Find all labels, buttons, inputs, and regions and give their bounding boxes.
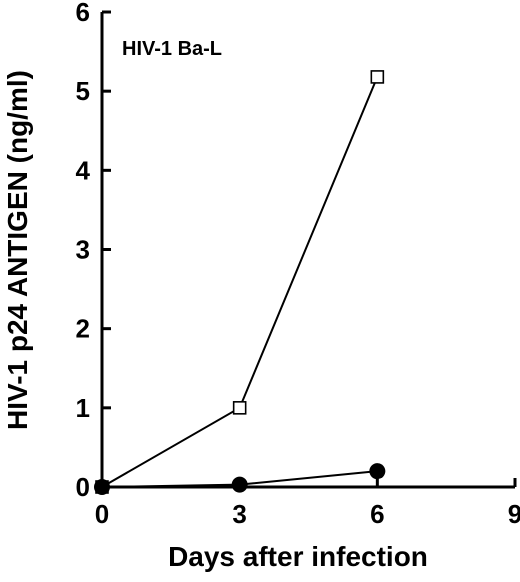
y-tick-label: 2 [76,314,90,344]
y-tick-label: 0 [76,472,90,502]
data-point-circle [369,463,386,480]
x-tick-label: 3 [232,499,246,529]
y-tick-label: 4 [76,155,91,185]
y-tick-label: 3 [76,235,90,265]
annotation-label: HIV-1 Ba-L [122,38,222,60]
plot-area [94,70,386,495]
axes [100,12,515,489]
y-tick-label: 6 [76,0,90,27]
data-point-square [232,401,247,415]
series-line-1 [101,76,379,488]
data-point-circle [94,479,110,495]
x-tick-label: 9 [508,499,520,529]
data-point-square [370,70,385,84]
y-axis-title: HIV-1 p24 ANTIGEN (ng/ml) [2,70,33,430]
y-tick-label: 5 [76,76,90,106]
x-tick-label: 0 [95,499,109,529]
y-tick-label: 1 [76,393,90,423]
x-axis-title: Days after infection [168,541,428,572]
x-tick-label: 6 [370,499,384,529]
y-ticks: 0 1 2 3 4 5 6 [76,0,111,502]
data-point-circle [231,476,248,493]
